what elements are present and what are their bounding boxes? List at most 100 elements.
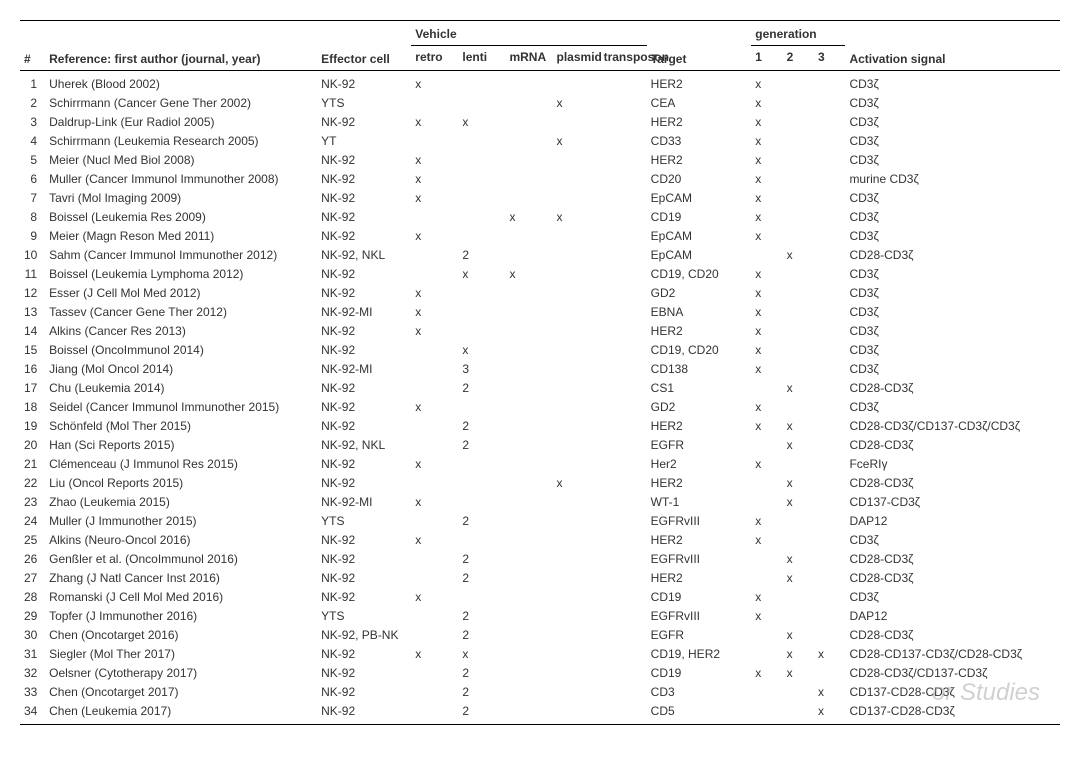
cell-gen-2 (783, 512, 814, 531)
cell-num: 19 (20, 417, 45, 436)
cell-effector: NK-92 (317, 265, 411, 284)
table-row: 10Sahm (Cancer Immunol Immunother 2012)N… (20, 246, 1060, 265)
cell-effector: NK-92, NKL (317, 436, 411, 455)
cell-gen-1: x (751, 322, 782, 341)
cell-veh-lenti (458, 398, 505, 417)
cell-veh-plasmid (553, 436, 600, 455)
cell-gen-1: x (751, 607, 782, 626)
cell-veh-transposon (600, 71, 647, 94)
cell-gen-2: x (783, 246, 814, 265)
cell-veh-plasmid (553, 645, 600, 664)
cell-gen-2 (783, 132, 814, 151)
cell-target: CD33 (647, 132, 752, 151)
cell-veh-retro: x (411, 588, 458, 607)
cell-veh-lenti (458, 531, 505, 550)
cell-reference: Boissel (Leukemia Res 2009) (45, 208, 317, 227)
cell-veh-plasmid (553, 664, 600, 683)
cell-veh-transposon (600, 683, 647, 702)
cell-gen-1: x (751, 208, 782, 227)
cell-gen-3 (814, 493, 845, 512)
cell-num: 5 (20, 151, 45, 170)
cell-num: 2 (20, 94, 45, 113)
cell-veh-transposon (600, 322, 647, 341)
cell-effector: NK-92 (317, 645, 411, 664)
cell-activation: murine CD3ζ (845, 170, 1060, 189)
cell-num: 4 (20, 132, 45, 151)
cell-veh-plasmid (553, 531, 600, 550)
cell-target: CD3 (647, 683, 752, 702)
cell-veh-retro (411, 246, 458, 265)
cell-reference: Siegler (Mol Ther 2017) (45, 645, 317, 664)
cell-veh-transposon (600, 303, 647, 322)
cell-gen-1 (751, 246, 782, 265)
cell-gen-3 (814, 132, 845, 151)
col-reference: Reference: first author (journal, year) (45, 21, 317, 71)
cell-activation: CD3ζ (845, 341, 1060, 360)
cell-effector: NK-92 (317, 379, 411, 398)
table-row: 12Esser (J Cell Mol Med 2012)NK-92xGD2xC… (20, 284, 1060, 303)
cell-gen-2: x (783, 664, 814, 683)
cell-effector: NK-92 (317, 550, 411, 569)
cell-veh-plasmid (553, 360, 600, 379)
cell-veh-transposon (600, 626, 647, 645)
cell-target: EBNA (647, 303, 752, 322)
cell-gen-3 (814, 246, 845, 265)
table-row: 17Chu (Leukemia 2014)NK-922CS1xCD28-CD3ζ (20, 379, 1060, 398)
cell-gen-2: x (783, 550, 814, 569)
cell-veh-transposon (600, 341, 647, 360)
cell-reference: Han (Sci Reports 2015) (45, 436, 317, 455)
cell-activation: CD28-CD3ζ (845, 379, 1060, 398)
cell-veh-transposon (600, 398, 647, 417)
table-row: 26Genßler et al. (OncoImmunol 2016)NK-92… (20, 550, 1060, 569)
cell-veh-lenti (458, 71, 505, 94)
cell-veh-mrna (505, 455, 552, 474)
cell-veh-lenti: 2 (458, 436, 505, 455)
cell-num: 16 (20, 360, 45, 379)
cell-activation: CD28-CD3ζ/CD137-CD3ζ/CD3ζ (845, 417, 1060, 436)
cell-veh-mrna (505, 550, 552, 569)
cell-gen-3 (814, 94, 845, 113)
cell-num: 18 (20, 398, 45, 417)
cell-activation: CD3ζ (845, 132, 1060, 151)
cell-veh-transposon (600, 265, 647, 284)
cell-activation: CD3ζ (845, 151, 1060, 170)
cell-veh-retro (411, 683, 458, 702)
cell-effector: NK-92-MI (317, 303, 411, 322)
cell-veh-plasmid (553, 417, 600, 436)
table-row: 2Schirrmann (Cancer Gene Ther 2002)YTSxC… (20, 94, 1060, 113)
cell-veh-mrna (505, 607, 552, 626)
cell-activation: CD3ζ (845, 94, 1060, 113)
cell-effector: NK-92-MI (317, 493, 411, 512)
cell-veh-lenti (458, 151, 505, 170)
cell-veh-lenti: 2 (458, 569, 505, 588)
cell-gen-1: x (751, 94, 782, 113)
cell-veh-transposon (600, 284, 647, 303)
cell-gen-2 (783, 265, 814, 284)
cell-reference: Uherek (Blood 2002) (45, 71, 317, 94)
cell-veh-lenti: 2 (458, 664, 505, 683)
col-gen-2: 2 (783, 46, 814, 71)
cell-gen-1: x (751, 71, 782, 94)
cell-veh-plasmid (553, 341, 600, 360)
cell-veh-retro: x (411, 189, 458, 208)
cell-veh-lenti: 2 (458, 550, 505, 569)
cell-veh-mrna (505, 683, 552, 702)
cell-veh-lenti: 2 (458, 626, 505, 645)
cell-gen-3 (814, 512, 845, 531)
cell-veh-plasmid (553, 189, 600, 208)
cell-reference: Chen (Oncotarget 2016) (45, 626, 317, 645)
cell-gen-2: x (783, 569, 814, 588)
cell-veh-plasmid (553, 322, 600, 341)
cell-gen-1: x (751, 360, 782, 379)
cell-veh-transposon (600, 702, 647, 725)
table-row: 20Han (Sci Reports 2015)NK-92, NKL2EGFRx… (20, 436, 1060, 455)
cell-reference: Boissel (OncoImmunol 2014) (45, 341, 317, 360)
cell-veh-retro (411, 474, 458, 493)
cell-veh-lenti: 2 (458, 607, 505, 626)
table-row: 33Chen (Oncotarget 2017)NK-922CD3xCD137-… (20, 683, 1060, 702)
cell-num: 33 (20, 683, 45, 702)
cell-num: 7 (20, 189, 45, 208)
cell-gen-1: x (751, 227, 782, 246)
cell-gen-2 (783, 208, 814, 227)
cell-veh-lenti: x (458, 113, 505, 132)
